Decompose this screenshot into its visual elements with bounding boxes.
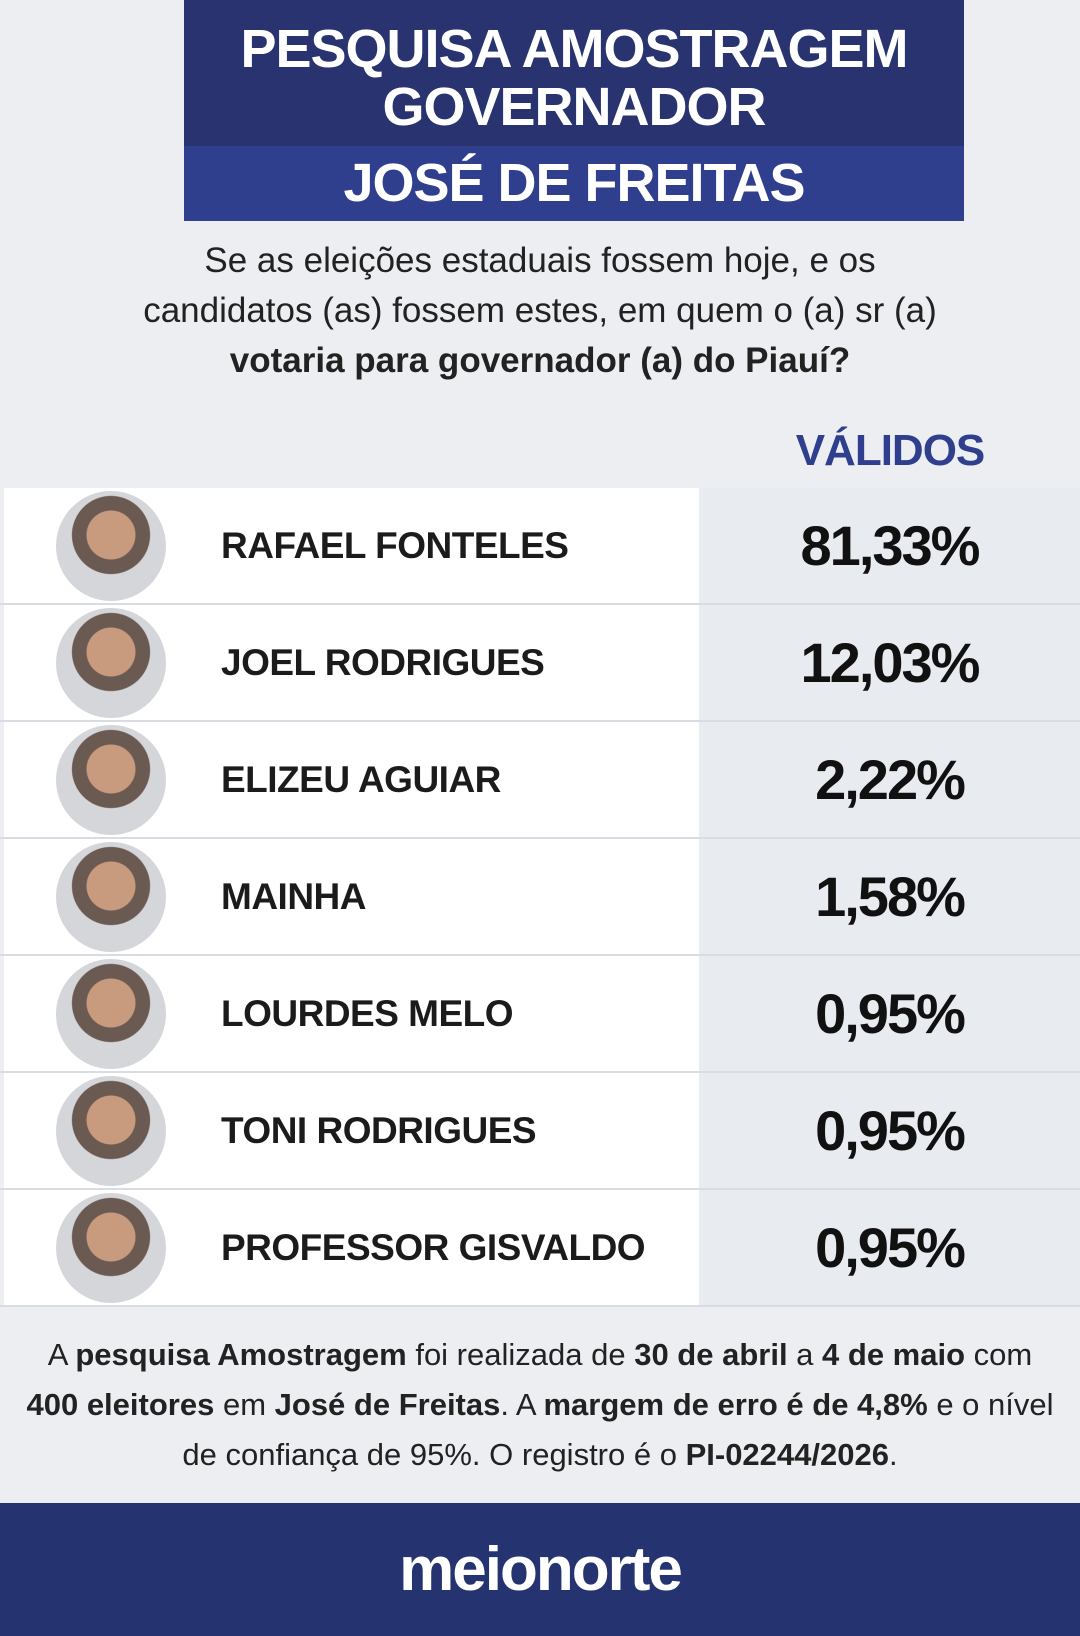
text-segment: . A xyxy=(500,1387,544,1422)
text-segment: e o nível de confiança de 95%. O registr… xyxy=(182,1387,1054,1472)
text-segment: pesquisa Amostragem xyxy=(75,1337,407,1372)
text-segment: José de Freitas xyxy=(274,1387,501,1422)
value-header: VÁLIDOS xyxy=(795,426,986,475)
title-block: PESQUISA AMOSTRAGEM GOVERNADOR xyxy=(184,0,964,146)
result-row: ELIZEU AGUIAR 2,22% xyxy=(0,722,1080,839)
header: PESQUISA AMOSTRAGEM GOVERNADOR JOSÉ DE FR… xyxy=(184,0,964,221)
footer: meionorte xyxy=(0,1503,1080,1636)
candidate-photo xyxy=(56,491,166,601)
text-segment: em xyxy=(214,1387,275,1422)
candidate-value: 81,33% xyxy=(800,514,981,577)
question: Se as eleições estaduais fossem hoje, e … xyxy=(130,236,950,386)
candidate-photo xyxy=(56,725,166,835)
text-segment: . xyxy=(888,1437,898,1472)
candidate-name: RAFAEL FONTELES xyxy=(221,525,569,566)
result-row: RAFAEL FONTELES 81,33% xyxy=(0,488,1080,605)
candidate-name: PROFESSOR GISVALDO xyxy=(221,1227,646,1268)
candidate-photo xyxy=(56,1076,166,1186)
text-segment: 4 de maio xyxy=(822,1337,966,1372)
result-row: JOEL RODRIGUES 12,03% xyxy=(0,605,1080,722)
text-segment: A xyxy=(47,1337,76,1372)
candidate-value: 0,95% xyxy=(815,982,966,1045)
candidate-value: 0,95% xyxy=(815,1216,966,1279)
candidate-photo xyxy=(56,842,166,952)
title-line: PESQUISA AMOSTRAGEM xyxy=(240,19,908,79)
text-segment: foi realizada de xyxy=(406,1337,635,1372)
candidate-value: 0,95% xyxy=(815,1099,966,1162)
result-row: LOURDES MELO 0,95% xyxy=(0,956,1080,1073)
value-cell xyxy=(699,1073,1080,1188)
value-cell xyxy=(699,956,1080,1071)
candidate-name: JOEL RODRIGUES xyxy=(221,642,545,683)
text-segment: PI-02244/2026 xyxy=(685,1437,889,1472)
value-cell xyxy=(699,839,1080,954)
title-line: GOVERNADOR xyxy=(382,77,766,137)
text-segment: margem de erro é de 4,8% xyxy=(543,1387,928,1422)
text-segment: 400 eleitores xyxy=(26,1387,215,1422)
candidate-value: 1,58% xyxy=(815,865,966,928)
result-row: MAINHA 1,58% xyxy=(0,839,1080,956)
value-cell xyxy=(699,488,1080,603)
result-row: PROFESSOR GISVALDO 0,95% xyxy=(0,1190,1080,1307)
result-row: TONI RODRIGUES 0,95% xyxy=(0,1073,1080,1190)
methodology-note: A pesquisa Amostragem foi realizada de 3… xyxy=(20,1330,1060,1480)
text-segment: votaria para governador (a) do Piauí? xyxy=(229,341,851,380)
candidate-name: ELIZEU AGUIAR xyxy=(221,759,501,800)
text-segment: com xyxy=(965,1337,1033,1372)
candidate-name: MAINHA xyxy=(221,876,366,917)
text-segment: 30 de abril xyxy=(634,1337,788,1372)
subtitle: JOSÉ DE FREITAS xyxy=(184,146,964,221)
brand-logo: meionorte xyxy=(399,1535,683,1604)
value-cell xyxy=(699,1190,1080,1305)
value-cell xyxy=(699,605,1080,720)
text-segment: a xyxy=(787,1337,823,1372)
candidate-value: 2,22% xyxy=(815,748,966,811)
candidate-photo xyxy=(56,1193,166,1303)
results-table: RAFAEL FONTELES 81,33% JOEL RODRIGUES 12,03… xyxy=(0,488,1080,1307)
text-segment: Se as eleições estaduais fossem hoje, e … xyxy=(143,241,937,330)
candidate-name: LOURDES MELO xyxy=(221,993,514,1034)
value-cell xyxy=(699,722,1080,837)
candidate-name: TONI RODRIGUES xyxy=(221,1110,537,1151)
candidate-photo xyxy=(56,959,166,1069)
candidate-photo xyxy=(56,608,166,718)
candidate-value: 12,03% xyxy=(800,631,981,694)
